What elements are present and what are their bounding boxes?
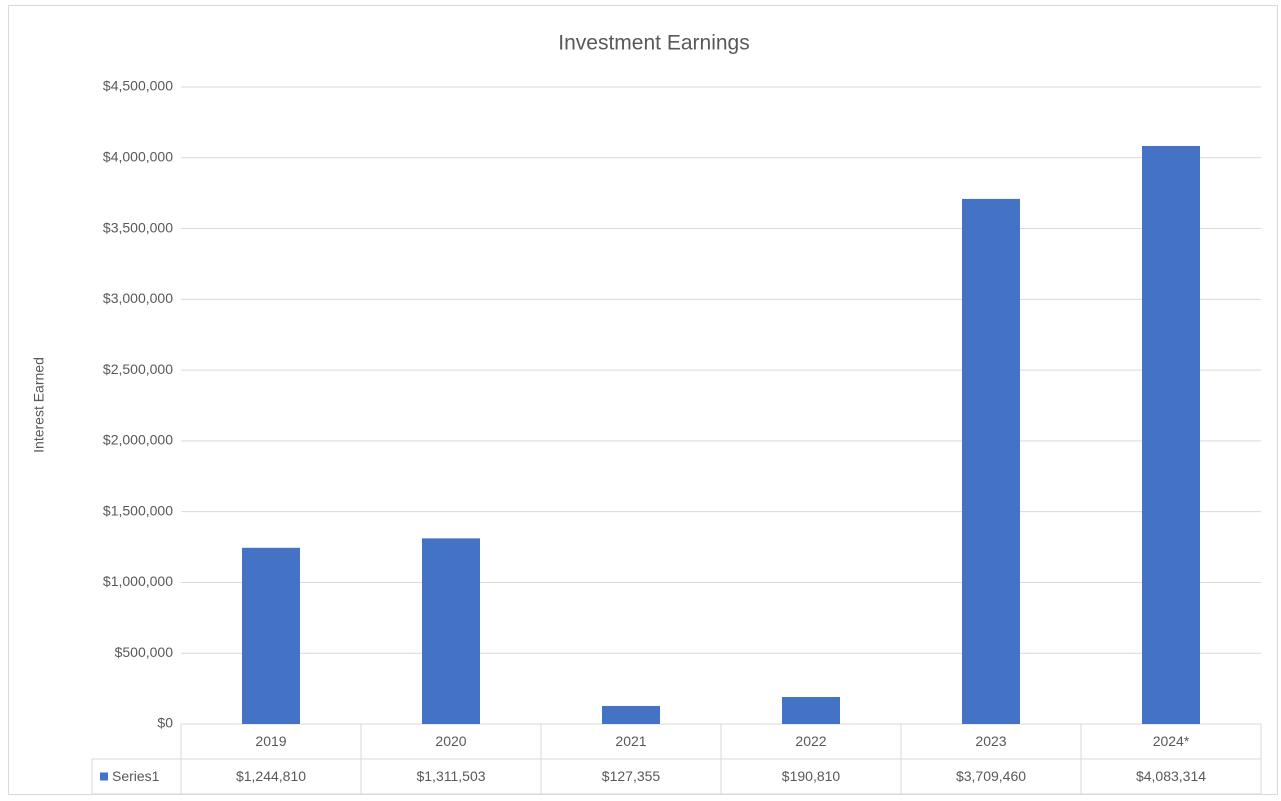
bar: [782, 696, 840, 724]
y-tick-label: $1,500,000: [103, 502, 173, 518]
x-tick-label: 2022: [795, 733, 826, 749]
data-table-value: $3,709,460: [956, 768, 1026, 784]
y-tick-label: $0: [157, 715, 173, 731]
bar: [422, 538, 480, 724]
x-tick-label: 2021: [615, 733, 646, 749]
data-table-value: $1,311,503: [416, 768, 485, 784]
y-tick-label: $2,000,000: [103, 432, 173, 448]
bar: [602, 705, 660, 724]
y-tick-label: $3,500,000: [103, 219, 173, 235]
y-tick-label: $4,500,000: [103, 78, 173, 94]
x-tick-label: 2019: [255, 733, 286, 749]
y-axis-label: Interest Earned: [31, 357, 47, 453]
y-tick-label: $500,000: [115, 644, 174, 660]
bar: [1142, 145, 1200, 724]
legend-swatch: [100, 772, 108, 781]
bar: [962, 198, 1020, 724]
data-table-value: $127,355: [602, 768, 661, 784]
y-tick-label: $3,000,000: [103, 290, 173, 306]
data-table-value: $4,083,314: [1136, 768, 1206, 784]
data-table-value: $190,810: [782, 768, 841, 784]
y-tick-label: $1,000,000: [103, 573, 173, 589]
x-tick-label: 2024*: [1153, 733, 1190, 749]
bar: [242, 547, 300, 724]
chart-border: [8, 5, 1278, 795]
y-tick-label: $2,500,000: [103, 361, 173, 377]
data-table-value: $1,244,810: [236, 768, 306, 784]
x-tick-label: 2020: [435, 733, 466, 749]
chart-title: Investment Earnings: [558, 32, 749, 55]
legend-label: Series1: [112, 768, 160, 784]
y-tick-label: $4,000,000: [103, 148, 173, 164]
x-tick-label: 2023: [975, 733, 1006, 749]
